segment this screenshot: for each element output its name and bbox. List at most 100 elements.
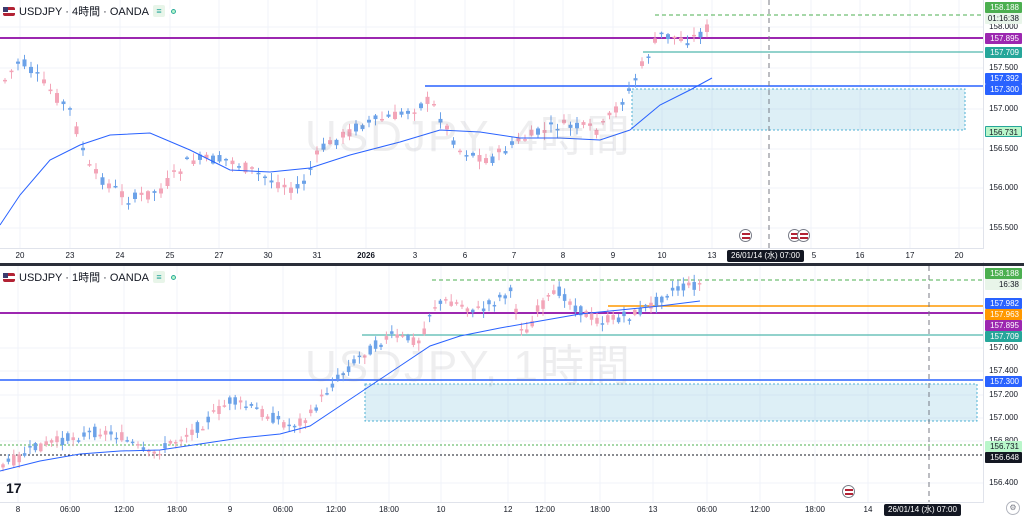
candle-body bbox=[503, 295, 507, 299]
candle-body bbox=[497, 148, 501, 153]
candle-body bbox=[222, 405, 227, 407]
candle-body bbox=[163, 443, 167, 449]
settings-icon[interactable]: ⚙ bbox=[1006, 501, 1020, 515]
candle-body bbox=[94, 169, 98, 174]
candle-body bbox=[217, 405, 221, 414]
chart-pane-1h[interactable]: USDJPY · 1時間 · OANDA ≡ 157.600 157.400 1… bbox=[0, 266, 1024, 518]
candle-body bbox=[589, 313, 594, 320]
time-label: 06:00 bbox=[59, 505, 81, 514]
market-open-icon bbox=[169, 272, 178, 282]
candle-body bbox=[465, 308, 470, 312]
candle-body bbox=[157, 453, 162, 456]
symbol-watermark: USDJPY, 1時間 bbox=[305, 342, 632, 391]
time-label: 13 bbox=[648, 505, 658, 514]
black-dotted-label: 156.648 bbox=[985, 452, 1022, 463]
candle-body bbox=[654, 296, 659, 307]
candle-body bbox=[295, 184, 300, 189]
moving-average-line bbox=[0, 300, 701, 472]
time-label: 20 bbox=[954, 251, 964, 260]
candle-body bbox=[66, 433, 70, 441]
time-axis[interactable]: 20 17 16 5 13 10 9 8 7 6 3 2026 31 30 27 25 24 23 20 26/01… bbox=[0, 248, 984, 262]
price-plot-4h[interactable] bbox=[0, 0, 984, 248]
price-tick: 158.000 bbox=[989, 22, 1018, 31]
price-tick: 156.800 bbox=[989, 436, 1018, 445]
candle-body bbox=[217, 155, 222, 162]
candle-body bbox=[665, 295, 669, 298]
candle-body bbox=[541, 300, 545, 309]
time-label: 8 bbox=[15, 505, 21, 514]
price-tick: 157.400 bbox=[989, 366, 1018, 375]
menu-icon[interactable]: ≡ bbox=[153, 5, 165, 17]
candle-body bbox=[484, 158, 488, 164]
economic-event-icon[interactable] bbox=[739, 229, 752, 242]
candle-body bbox=[325, 393, 329, 395]
candle-body bbox=[498, 294, 502, 298]
candle-body bbox=[487, 300, 491, 305]
candle-body bbox=[477, 155, 482, 162]
price-tick: 156.000 bbox=[989, 183, 1018, 192]
candle-body bbox=[22, 59, 27, 67]
candle-body bbox=[282, 422, 286, 428]
symbol-title[interactable]: USDJPY · 1時間 · OANDA bbox=[19, 272, 149, 284]
candle-body bbox=[287, 424, 291, 427]
time-label: 7 bbox=[511, 251, 517, 260]
candle-body bbox=[314, 407, 318, 411]
candle-body bbox=[367, 119, 371, 123]
candle-body bbox=[49, 440, 54, 443]
time-label: 5 bbox=[811, 251, 817, 260]
price-plot-1h[interactable] bbox=[0, 266, 984, 502]
candle-body bbox=[508, 287, 513, 292]
candle-body bbox=[444, 299, 448, 301]
chart-header: USDJPY · 4時間 · OANDA ≡ bbox=[3, 4, 178, 18]
candle-body bbox=[263, 176, 267, 179]
candle-body bbox=[535, 305, 540, 312]
candle-body bbox=[692, 34, 696, 37]
candle-body bbox=[649, 302, 653, 309]
candle-body bbox=[562, 294, 567, 301]
candle-body bbox=[71, 437, 75, 441]
candle-body bbox=[201, 428, 205, 431]
candle-body bbox=[492, 304, 497, 307]
price-axis[interactable]: 157.600 157.400 157.200 157.000 156.800 … bbox=[983, 266, 1024, 518]
candle-body bbox=[666, 34, 670, 40]
candle-body bbox=[168, 440, 173, 444]
candle-body bbox=[679, 37, 683, 41]
moving-average-line bbox=[0, 77, 713, 226]
time-axis[interactable]: 14 18:00 12:00 06:00 13 18:00 12:00 12 10 18:00 12… bbox=[0, 502, 984, 518]
candle-body bbox=[260, 409, 264, 417]
candle-body bbox=[302, 180, 306, 184]
candle-body bbox=[393, 111, 397, 119]
candle-body bbox=[98, 434, 102, 437]
candle-body bbox=[368, 345, 372, 355]
candle-body bbox=[17, 454, 21, 463]
menu-icon[interactable]: ≡ bbox=[153, 271, 165, 283]
candle-body bbox=[698, 31, 703, 38]
candle-body bbox=[573, 305, 578, 312]
candle-body bbox=[481, 308, 486, 312]
orange-high-label: 157.982 bbox=[985, 298, 1022, 309]
candle-body bbox=[100, 177, 105, 185]
chart-pane-4h[interactable]: USDJPY, 4時間 USDJPY · 4時間 · OANDA ≡ 158.0… bbox=[0, 0, 1024, 263]
candle-body bbox=[243, 162, 248, 173]
candle-body bbox=[627, 319, 632, 321]
time-label: 18:00 bbox=[378, 505, 400, 514]
economic-event-icon[interactable] bbox=[797, 229, 810, 242]
time-label: 12:00 bbox=[749, 505, 771, 514]
purple-line-label: 157.895 bbox=[985, 33, 1022, 44]
candle-body bbox=[276, 415, 281, 420]
price-axis[interactable]: 158.000 157.500 157.000 156.500 156.000 … bbox=[983, 0, 1024, 263]
time-label: 18:00 bbox=[166, 505, 188, 514]
candle-body bbox=[347, 129, 352, 137]
crosshair-time-label: 26/01/14 (水) 07:00 bbox=[884, 504, 961, 516]
candle-body bbox=[433, 307, 437, 309]
pane-separator[interactable] bbox=[0, 263, 1024, 266]
candle-body bbox=[611, 314, 615, 320]
candle-body bbox=[172, 170, 176, 172]
candle-body bbox=[265, 416, 270, 419]
economic-event-icon[interactable] bbox=[842, 485, 855, 498]
candle-body bbox=[607, 112, 612, 116]
time-label: 12:00 bbox=[534, 505, 556, 514]
candle-body bbox=[141, 447, 146, 450]
symbol-title[interactable]: USDJPY · 4時間 · OANDA bbox=[19, 6, 149, 18]
candle-body bbox=[256, 172, 261, 175]
